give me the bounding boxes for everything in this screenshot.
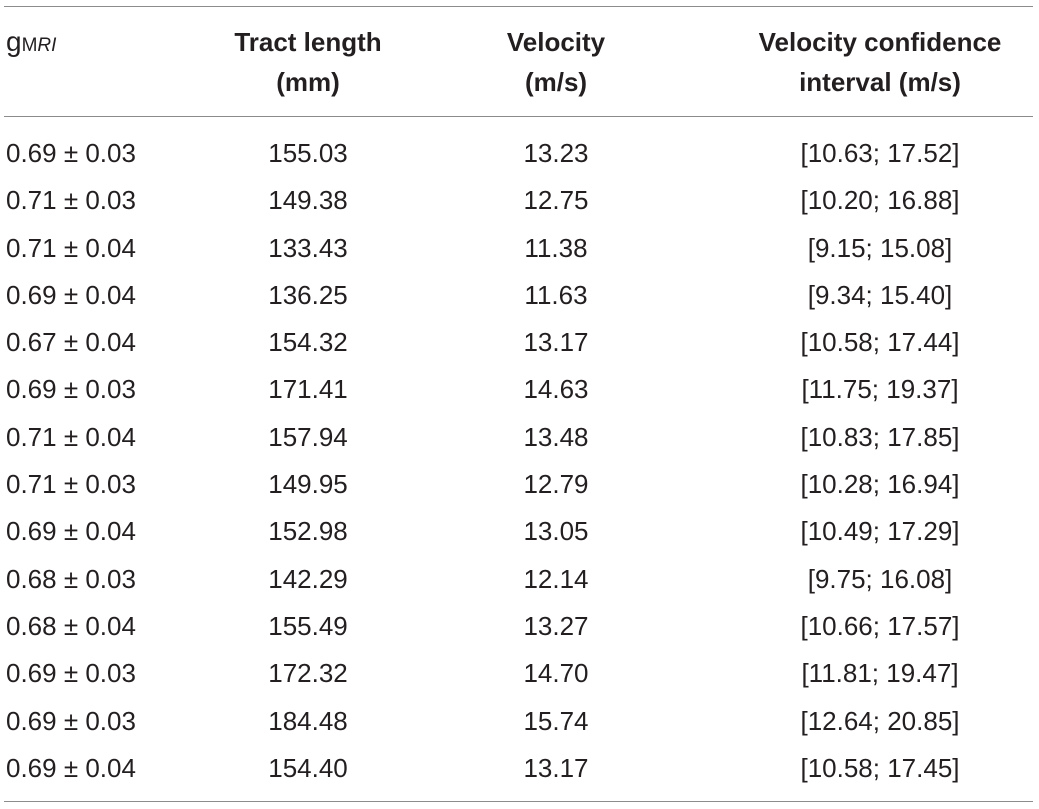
- cell-velocity-ci: [11.81; 19.47]: [801, 658, 959, 689]
- table-row: 0.68 ± 0.04 155.49 13.27 [10.66; 17.57]: [0, 603, 1039, 650]
- table-row: 0.69 ± 0.03 171.41 14.63 [11.75; 19.37]: [0, 366, 1039, 413]
- table-row: 0.71 ± 0.03 149.95 12.79 [10.28; 16.94]: [0, 461, 1039, 508]
- header-gmri-symbol: g: [6, 26, 22, 57]
- cell-tract-length: 184.48: [268, 705, 348, 736]
- header-gmri-subscript-italic: RI: [37, 35, 57, 56]
- header-velocity-ci-line1: Velocity confidence: [758, 27, 1002, 57]
- header-velocity-line2: (m/s): [524, 67, 588, 97]
- cell-gmri: 0.69 ± 0.03: [6, 658, 136, 689]
- cell-velocity: 13.23: [523, 138, 589, 168]
- cell-velocity: 12.79: [523, 469, 589, 500]
- cell-tract-length: 172.32: [268, 658, 348, 689]
- table-row: 0.69 ± 0.03 172.32 14.70 [11.81; 19.47]: [0, 650, 1039, 697]
- cell-tract-length: 157.94: [268, 421, 348, 452]
- cell-velocity: 12.75: [523, 185, 589, 216]
- table-body: 0.69 ± 0.03 155.03 13.23 [10.63; 17.52] …: [0, 130, 1039, 792]
- table-row: 0.71 ± 0.03 149.38 12.75 [10.20; 16.88]: [0, 177, 1039, 224]
- header-gmri: gMRI: [6, 22, 56, 66]
- cell-gmri: 0.68 ± 0.03: [6, 563, 136, 594]
- cell-tract-length: 152.98: [268, 516, 348, 547]
- cell-velocity: 14.63: [523, 374, 589, 405]
- table-row: 0.67 ± 0.04 154.32 13.17 [10.58; 17.44]: [0, 319, 1039, 366]
- cell-tract-length: 155.49: [268, 610, 348, 641]
- table-row: 0.69 ± 0.04 136.25 11.63 [9.34; 15.40]: [0, 272, 1039, 319]
- header-velocity: Velocity (m/s): [456, 22, 656, 102]
- table-row: 0.68 ± 0.03 142.29 12.14 [9.75; 16.08]: [0, 556, 1039, 603]
- table-row: 0.69 ± 0.03 184.48 15.74 [12.64; 20.85]: [0, 698, 1039, 745]
- cell-gmri: 0.67 ± 0.04: [6, 327, 136, 358]
- cell-velocity: 13.27: [523, 610, 589, 641]
- cell-tract-length: 154.32: [268, 327, 348, 358]
- cell-tract-length: 136.25: [268, 279, 348, 310]
- cell-velocity-ci: [10.28; 16.94]: [800, 469, 960, 500]
- cell-gmri: 0.71 ± 0.03: [6, 469, 136, 500]
- cell-velocity: 11.63: [524, 279, 588, 310]
- cell-velocity-ci: [9.75; 16.08]: [807, 563, 953, 594]
- header-tract-length: Tract length (mm): [208, 22, 408, 102]
- cell-gmri: 0.69 ± 0.04: [6, 516, 136, 547]
- cell-gmri: 0.69 ± 0.03: [6, 705, 136, 736]
- cell-velocity: 15.74: [523, 705, 589, 736]
- cell-tract-length: 149.38: [268, 185, 348, 216]
- cell-velocity: 13.48: [523, 421, 589, 452]
- cell-velocity-ci: [9.15; 15.08]: [807, 232, 953, 263]
- header-tract-length-line1: Tract length: [234, 27, 382, 57]
- table-row: 0.69 ± 0.04 152.98 13.05 [10.49; 17.29]: [0, 508, 1039, 555]
- header-velocity-ci-line2: interval (m/s): [799, 67, 961, 97]
- cell-velocity-ci: [12.64; 20.85]: [800, 705, 960, 736]
- cell-gmri: 0.71 ± 0.04: [6, 232, 136, 263]
- table-top-rule: [4, 6, 1033, 7]
- cell-gmri: 0.69 ± 0.04: [6, 279, 136, 310]
- cell-tract-length: 142.29: [268, 563, 348, 594]
- table-row: 0.69 ± 0.03 155.03 13.23 [10.63; 17.52]: [0, 130, 1039, 177]
- table-bottom-rule: [4, 801, 1033, 802]
- cell-velocity-ci: [10.83; 17.85]: [800, 421, 960, 452]
- cell-tract-length: 133.43: [268, 232, 348, 263]
- cell-velocity-ci: [10.49; 17.29]: [800, 516, 960, 547]
- cell-velocity: 14.70: [523, 658, 589, 689]
- cell-velocity: 11.38: [524, 232, 588, 263]
- cell-velocity-ci: [9.34; 15.40]: [807, 279, 953, 310]
- header-velocity-line1: Velocity: [506, 27, 606, 57]
- header-tract-length-line2: (mm): [276, 67, 340, 97]
- cell-velocity-ci: [10.66; 17.57]: [800, 610, 960, 641]
- cell-gmri: 0.69 ± 0.04: [6, 752, 136, 783]
- header-velocity-ci: Velocity confidence interval (m/s): [720, 22, 1039, 102]
- cell-velocity-ci: [10.58; 17.45]: [800, 752, 960, 783]
- cell-velocity: 12.14: [523, 563, 589, 594]
- cell-velocity-ci: [11.75; 19.37]: [801, 374, 959, 405]
- cell-gmri: 0.69 ± 0.03: [6, 138, 136, 168]
- cell-tract-length: 149.95: [268, 469, 348, 500]
- table-header-rule: [4, 116, 1033, 117]
- cell-velocity: 13.05: [523, 516, 589, 547]
- header-gmri-subscript-upright: M: [21, 35, 38, 56]
- cell-tract-length: 171.41: [268, 374, 348, 405]
- cell-tract-length: 155.03: [268, 138, 348, 168]
- table-row: 0.71 ± 0.04 133.43 11.38 [9.15; 15.08]: [0, 225, 1039, 272]
- cell-velocity: 13.17: [523, 327, 589, 358]
- cell-gmri: 0.71 ± 0.04: [6, 421, 136, 452]
- table-row: 0.71 ± 0.04 157.94 13.48 [10.83; 17.85]: [0, 414, 1039, 461]
- cell-gmri: 0.71 ± 0.03: [6, 185, 136, 216]
- cell-gmri: 0.69 ± 0.03: [6, 374, 136, 405]
- cell-velocity-ci: [10.58; 17.44]: [800, 327, 960, 358]
- cell-tract-length: 154.40: [268, 752, 348, 783]
- table-row: 0.69 ± 0.04 154.40 13.17 [10.58; 17.45]: [0, 745, 1039, 792]
- cell-velocity-ci: [10.63; 17.52]: [800, 138, 960, 168]
- cell-gmri: 0.68 ± 0.04: [6, 610, 136, 641]
- cell-velocity-ci: [10.20; 16.88]: [800, 185, 960, 216]
- cell-velocity: 13.17: [523, 752, 589, 783]
- header-gmri-subscript: MRI: [22, 35, 57, 56]
